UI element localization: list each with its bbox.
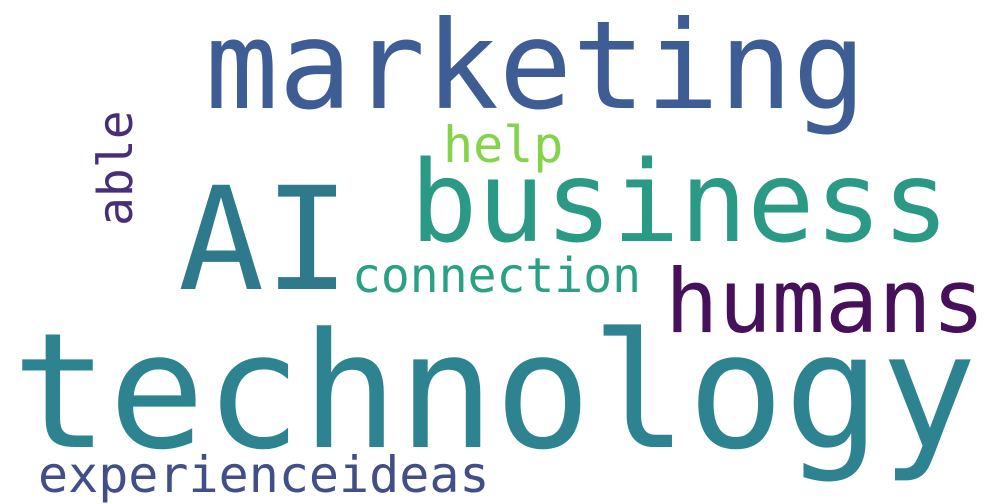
word-business: business bbox=[410, 138, 950, 268]
word-ai: AI bbox=[178, 156, 351, 323]
word-connection: connection bbox=[352, 248, 641, 304]
word-marketing: marketing bbox=[205, 0, 867, 137]
word-able: able bbox=[88, 110, 144, 226]
word-humans: humans bbox=[665, 250, 986, 353]
word-help: help bbox=[443, 116, 564, 174]
word-experienceideas: experienceideas bbox=[38, 446, 490, 504]
word-technology: technology bbox=[12, 298, 978, 485]
